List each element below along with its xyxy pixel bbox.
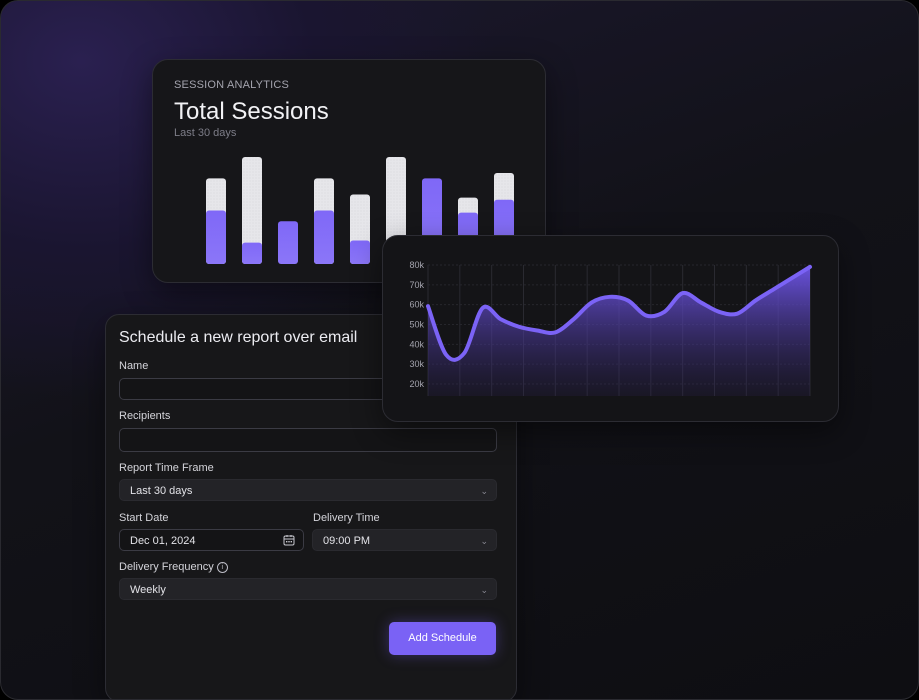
card-eyebrow: SESSION ANALYTICS [174,79,290,91]
add-schedule-button[interactable]: Add Schedule [389,622,496,655]
bar-purple [206,210,226,264]
area-fill [428,266,810,396]
frequency-label-text: Delivery Frequency [119,561,214,573]
bar-purple [350,240,370,264]
recipients-input[interactable] [119,428,497,452]
chevron-down-icon: ⌄ [480,585,488,595]
timeframe-select[interactable]: Last 30 days ⌄ [119,479,497,501]
sessions-area-chart: 80k 70k 60k 50k 40k 30k 20k [409,260,812,396]
recipients-label: Recipients [119,410,171,422]
timeframe-label: Report Time Frame [119,462,214,474]
bar-gray [242,157,262,264]
y-tick-label: 30k [409,359,424,369]
y-tick-label: 70k [409,280,424,290]
delivery-time-value: 09:00 PM [323,535,371,547]
info-icon[interactable]: i [216,562,228,573]
frequency-label: Delivery Frequency i [119,561,228,573]
form-title: Schedule a new report over email [119,329,358,346]
delivery-time-select[interactable]: 09:00 PM ⌄ [312,529,497,551]
y-tick-label: 60k [409,300,424,310]
sessions-card: SESSION ANALYTICS Total Sessions Last 30… [152,59,546,283]
start-date-input[interactable]: Dec 01, 2024 [119,529,304,551]
frequency-select[interactable]: Weekly ⌄ [119,578,497,600]
calendar-icon[interactable] [283,534,295,546]
timeframe-value: Last 30 days [130,485,193,497]
bar-purple [242,242,262,264]
chevron-down-icon: ⌄ [480,486,488,496]
y-tick-label: 80k [409,260,424,270]
series-line [426,264,812,362]
card-subtitle: Last 30 days [174,127,237,139]
name-label: Name [119,360,149,372]
delivery-time-label: Delivery Time [313,512,380,524]
card-title: Total Sessions [174,98,329,125]
start-date-value: Dec 01, 2024 [130,535,196,547]
y-tick-label: 50k [409,320,424,330]
chevron-down-icon: ⌄ [480,536,488,546]
sessions-line-chart-card: 80k 70k 60k 50k 40k 30k 20k [382,235,839,422]
bar-purple [278,221,298,264]
y-tick-label: 20k [409,379,424,389]
bar-purple [314,210,334,264]
y-tick-label: 40k [409,339,424,349]
start-date-label: Start Date [119,512,169,524]
frequency-value: Weekly [130,584,166,596]
